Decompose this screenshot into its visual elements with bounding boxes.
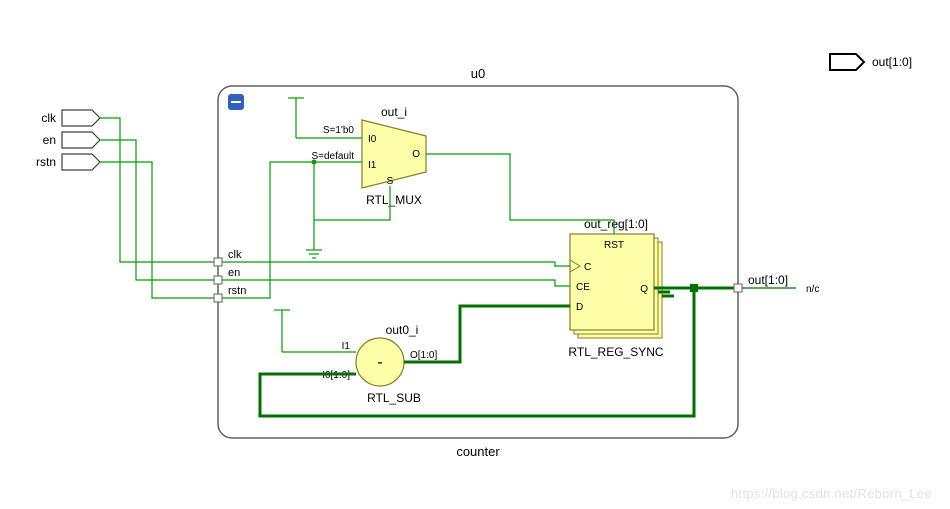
const-ground-s [306, 220, 322, 258]
inner-en-label: en [228, 267, 240, 279]
reg-type-label: RTL_REG_SYNC [568, 345, 663, 359]
mux-s1-cond: S=default [311, 151, 354, 162]
port-out-top-label: out[1:0] [872, 55, 912, 69]
mux-s0-cond: S=1'b0 [323, 125, 355, 136]
module-type-label: counter [456, 444, 500, 459]
collapse-button[interactable] [228, 94, 244, 110]
inner-rstn-label: rstn [228, 285, 246, 297]
mux-o-label: O [412, 149, 420, 160]
sub-i1-label: I1 [342, 341, 351, 352]
inner-clk-label: clk [228, 249, 242, 261]
watermark: https://blog.csdn.net/Reborn_Lee [731, 486, 932, 501]
reg-q-label: Q [640, 284, 648, 295]
port-clk: clk [41, 110, 100, 126]
wire-clk-to-c [222, 262, 570, 266]
port-rstn: rstn [36, 154, 100, 170]
reg-d-label: D [576, 302, 583, 313]
port-en-label: en [43, 133, 56, 147]
const-ground-top [288, 98, 304, 138]
wire-rstn-inner [222, 162, 362, 298]
sub-o-label: O[1:0] [410, 350, 437, 361]
mux-i0-label: I0 [368, 134, 377, 145]
sub-name-label: out0_i [386, 323, 419, 337]
reg-c-label: C [584, 262, 591, 273]
mux-name-label: out_i [381, 105, 407, 119]
nc-label: n/c [806, 284, 819, 295]
reg-name-label: out_reg[1:0] [584, 217, 648, 231]
wire-en [100, 140, 218, 280]
port-out-top: out[1:0] [830, 54, 912, 70]
wire-rstn [100, 162, 218, 298]
sub-op: - [377, 354, 382, 371]
module-instance-label: u0 [471, 66, 485, 81]
reg-ce-label: CE [576, 282, 590, 293]
port-en: en [43, 132, 100, 148]
block-out-label: out[1:0] [748, 273, 788, 287]
reg-rst-label: RST [604, 240, 624, 251]
mux-i1-label: I1 [368, 160, 377, 171]
mux-type-label: RTL_MUX [366, 193, 422, 207]
port-clk-label: clk [41, 111, 57, 125]
port-rstn-label: rstn [36, 155, 56, 169]
mux-s-label: S [387, 176, 394, 187]
const-tie-i1 [274, 310, 290, 352]
wire-en-to-ce [222, 280, 570, 286]
sub-type-label: RTL_SUB [367, 391, 421, 405]
